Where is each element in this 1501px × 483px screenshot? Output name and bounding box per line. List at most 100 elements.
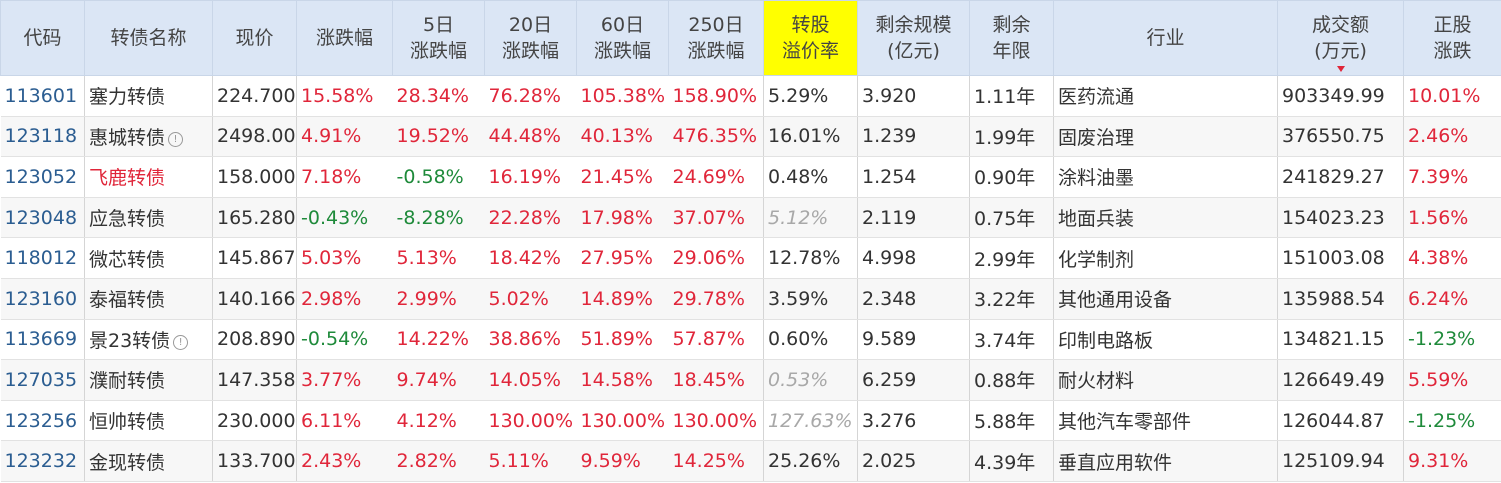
- cell-code[interactable]: 113601: [0, 75, 85, 117]
- cell-industry: 垂直应用软件: [1053, 440, 1278, 482]
- info-icon[interactable]: !: [168, 131, 184, 147]
- cell-change-5d: -0.58%: [392, 156, 485, 198]
- cell-change-250d: 24.69%: [668, 156, 764, 198]
- cell-premium-text: 0.60%: [768, 328, 829, 351]
- cell-change-5d-text: 19.52%: [396, 125, 469, 148]
- cell-change-5d: 2.82%: [392, 440, 485, 482]
- cell-stock-change-text: 6.24%: [1408, 287, 1469, 310]
- cell-name[interactable]: 塞力转债: [84, 75, 213, 117]
- cell-code[interactable]: 113669: [0, 318, 85, 361]
- cell-change-20d: 130.00%: [484, 399, 577, 442]
- cell-name-text: 塞力转债: [89, 86, 166, 109]
- cell-industry-text: 其他通用设备: [1058, 289, 1173, 312]
- column-header-remaining-years[interactable]: 剩余 年限: [969, 0, 1054, 76]
- cell-remaining-scale-text: 2.119: [862, 206, 917, 229]
- cell-name[interactable]: 微芯转债: [84, 237, 213, 279]
- table-row[interactable]: 123052 飞鹿转债 158.000 7.18% -0.58% 16.19% 21.45%…: [0, 156, 1501, 198]
- info-icon[interactable]: !: [173, 334, 189, 350]
- cell-code[interactable]: 123118: [0, 115, 85, 158]
- cell-change-60d-text: 17.98%: [580, 206, 653, 229]
- cell-change-60d: 14.58%: [576, 359, 669, 401]
- column-header-code[interactable]: 代码: [0, 0, 85, 76]
- cell-change-250d-text: 158.90%: [672, 84, 758, 107]
- table-row[interactable]: 118012 微芯转债 145.867 5.03% 5.13% 18.42% 27.95% 2…: [0, 237, 1501, 279]
- table-row[interactable]: 113601 塞力转债 224.700 15.58% 28.34% 76.28% 105.3…: [0, 75, 1501, 117]
- cell-remaining-scale-text: 6.259: [862, 368, 917, 391]
- column-header-industry[interactable]: 行业: [1053, 0, 1278, 76]
- table-row[interactable]: 127035 濮耐转债 147.358 3.77% 9.74% 14.05% 14.58% 1…: [0, 359, 1501, 401]
- cell-remaining-years-text: 1.11年: [974, 86, 1036, 109]
- cell-change-text: 2.43%: [301, 450, 362, 473]
- cell-industry-text: 固废治理: [1058, 126, 1135, 149]
- column-header-change-60d[interactable]: 60日 涨跌幅: [576, 0, 669, 76]
- cell-turnover-text: 135988.54: [1282, 287, 1385, 310]
- cell-name[interactable]: 泰福转债: [84, 277, 213, 320]
- table-row[interactable]: 123256 恒帅转债 230.000 6.11% 4.12% 130.00% 130.00…: [0, 399, 1501, 442]
- cell-name[interactable]: 惠城转债!: [84, 115, 213, 158]
- cell-change-60d-text: 40.13%: [580, 125, 653, 148]
- cell-remaining-scale: 1.254: [857, 156, 970, 198]
- table-row[interactable]: 123160 泰福转债 140.166 2.98% 2.99% 5.02% 14.89% 29…: [0, 277, 1501, 320]
- cell-code[interactable]: 123256: [0, 399, 85, 442]
- cell-change-5d: 14.22%: [392, 318, 485, 361]
- cell-industry-text: 涂料油墨: [1058, 167, 1135, 190]
- cell-turnover-text: 125109.94: [1282, 450, 1385, 473]
- cell-code[interactable]: 123232: [0, 440, 85, 482]
- cell-price-text: 230.000: [217, 409, 296, 432]
- cell-change: 6.11%: [296, 399, 393, 442]
- cell-change-20d-text: 18.42%: [488, 247, 561, 270]
- cell-code[interactable]: 123048: [0, 196, 85, 239]
- cell-stock-change-text: 7.39%: [1408, 165, 1469, 188]
- column-header-change-250d[interactable]: 250日 涨跌幅: [668, 0, 764, 76]
- table-row[interactable]: 123232 金现转债 133.700 2.43% 2.82% 5.11% 9.59% 14.…: [0, 440, 1501, 482]
- cell-name[interactable]: 景23转债!: [84, 318, 213, 361]
- cell-name[interactable]: 金现转债: [84, 440, 213, 482]
- cell-code[interactable]: 123052: [0, 156, 85, 198]
- column-header-turnover[interactable]: 成交额 (万元): [1277, 0, 1404, 76]
- cell-change-20d: 44.48%: [484, 115, 577, 158]
- column-header-name[interactable]: 转债名称: [84, 0, 213, 76]
- cell-price-text: 224.700: [217, 84, 296, 107]
- column-header-price[interactable]: 现价: [212, 0, 297, 76]
- cell-change-60d-text: 21.45%: [580, 165, 653, 188]
- cell-price-text: 147.358: [217, 368, 296, 391]
- cell-change: -0.43%: [296, 196, 393, 239]
- column-header-change-5d[interactable]: 5日 涨跌幅: [392, 0, 485, 76]
- column-header-remaining-scale[interactable]: 剩余规模 (亿元): [857, 0, 970, 76]
- cell-change-250d: 37.07%: [668, 196, 764, 239]
- table-row[interactable]: 123048 应急转债 165.280 -0.43% -8.28% 22.28% 17.98…: [0, 196, 1501, 239]
- cell-code[interactable]: 118012: [0, 237, 85, 279]
- cell-premium-text: 12.78%: [768, 247, 841, 270]
- cell-industry-text: 印制电路板: [1058, 329, 1154, 352]
- cell-change-250d-text: 37.07%: [672, 206, 745, 229]
- cell-stock-change-text: 5.59%: [1408, 368, 1469, 391]
- cell-remaining-scale-text: 2.348: [862, 287, 917, 310]
- cell-code[interactable]: 127035: [0, 359, 85, 401]
- cell-change-5d-text: 4.12%: [396, 409, 457, 432]
- column-header-change-20d[interactable]: 20日 涨跌幅: [484, 0, 577, 76]
- column-header-premium[interactable]: 转股 溢价率: [763, 0, 858, 76]
- cell-stock-change: 1.56%: [1403, 196, 1501, 239]
- cell-premium: 3.59%: [763, 277, 858, 320]
- cell-name[interactable]: 应急转债: [84, 196, 213, 239]
- cell-turnover: 241829.27: [1277, 156, 1404, 198]
- cell-turnover: 126649.49: [1277, 359, 1404, 401]
- cell-industry: 固废治理: [1053, 115, 1278, 158]
- cell-code-text: 123052: [4, 165, 78, 188]
- cell-name[interactable]: 恒帅转债: [84, 399, 213, 442]
- cell-change-text: 15.58%: [301, 84, 374, 107]
- cell-remaining-years-text: 3.74年: [974, 329, 1036, 352]
- cell-industry: 涂料油墨: [1053, 156, 1278, 198]
- cell-turnover-text: 903349.99: [1282, 84, 1385, 107]
- cell-name-text: 应急转债: [89, 208, 166, 231]
- cell-change-20d-text: 130.00%: [488, 409, 574, 432]
- cell-name[interactable]: 飞鹿转债: [84, 156, 213, 198]
- cell-change-20d-text: 5.11%: [488, 450, 549, 473]
- column-header-stock-change[interactable]: 正股 涨跌: [1403, 0, 1501, 76]
- table-row[interactable]: 113669 景23转债! 208.890 -0.54% 14.22% 38.86% 51.…: [0, 318, 1501, 361]
- cell-premium-text: 25.26%: [768, 450, 841, 473]
- table-row[interactable]: 123118 惠城转债! 2498.00 4.91% 19.52% 44.48% 40.13…: [0, 115, 1501, 158]
- cell-name[interactable]: 濮耐转债: [84, 359, 213, 401]
- column-header-change[interactable]: 涨跌幅: [296, 0, 393, 76]
- cell-code[interactable]: 123160: [0, 277, 85, 320]
